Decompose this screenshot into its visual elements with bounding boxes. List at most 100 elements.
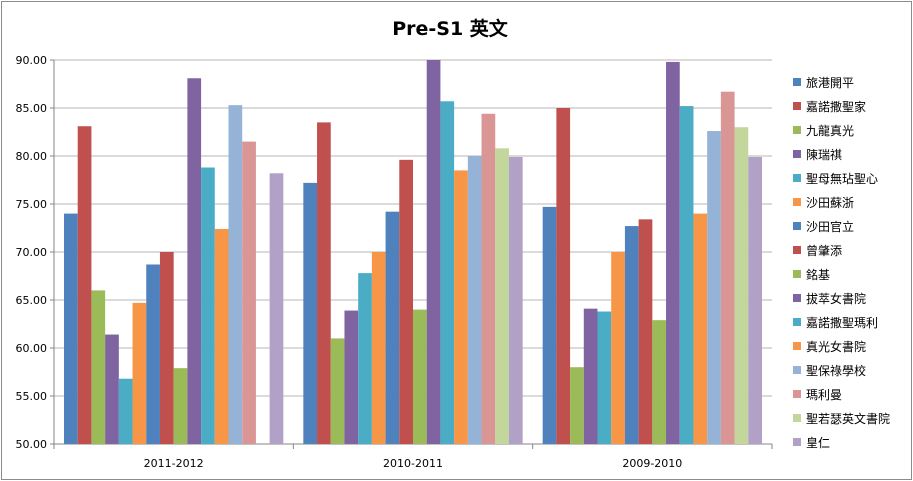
legend-item: 嘉諾撒聖家	[793, 94, 890, 118]
bar-11-3	[679, 106, 694, 444]
bar-6-2	[371, 252, 386, 444]
legend-label: 皇仁	[806, 435, 831, 450]
bar-2-1	[77, 126, 92, 445]
legend-label: 旅港開平	[806, 75, 855, 90]
legend-swatch	[793, 246, 801, 254]
bar-12-3	[693, 213, 708, 444]
bar-16-3	[748, 156, 762, 444]
bar-8-3	[638, 219, 653, 444]
legend-item: 沙田蘇浙	[793, 190, 890, 214]
legend-item: 聖若瑟英文書院	[793, 406, 890, 430]
bar-7-1	[146, 264, 160, 444]
y-tick-label: 60.00	[16, 342, 48, 355]
legend-label: 陳瑞祺	[806, 147, 843, 162]
legend-swatch	[793, 198, 801, 206]
bar-14-2	[481, 113, 496, 444]
bar-6-3	[611, 252, 625, 444]
bar-7-3	[624, 226, 639, 444]
legend-label: 拔萃女書院	[806, 291, 867, 306]
legend-swatch	[793, 342, 801, 350]
bar-14-1	[242, 141, 256, 444]
y-tick-label: 90.00	[16, 54, 48, 67]
bar-11-2	[440, 101, 455, 444]
legend-swatch	[793, 78, 801, 86]
bar-4-3	[583, 308, 598, 444]
bar-16-2	[508, 156, 523, 444]
legend-label: 九龍真光	[806, 123, 855, 138]
y-tick-label: 80.00	[16, 150, 48, 163]
legend-swatch	[793, 150, 801, 158]
legend-item: 真光女書院	[793, 334, 890, 358]
bar-1-1	[64, 213, 78, 444]
bar-1-3	[542, 206, 557, 444]
bar-14-3	[720, 91, 735, 445]
legend-label: 曾肇添	[806, 243, 843, 258]
legend-item: 瑪利曼	[793, 382, 890, 406]
legend-swatch	[793, 366, 801, 374]
x-tick-label: 2009-2010	[622, 457, 682, 470]
legend-swatch	[793, 174, 801, 182]
bar-5-2	[358, 273, 372, 444]
y-tick-label: 65.00	[16, 294, 48, 307]
bar-4-2	[344, 310, 359, 444]
bar-3-2	[330, 338, 345, 444]
legend-item: 嘉諾撒聖瑪利	[793, 310, 890, 334]
y-tick-label: 85.00	[16, 102, 48, 115]
chart-title: Pre-S1 英文	[392, 18, 508, 40]
bar-15-2	[495, 148, 509, 444]
x-tick-label: 2010-2011	[383, 457, 443, 470]
chart-legend: 旅港開平嘉諾撒聖家九龍真光陳瑞祺聖母無玷聖心 沙田蘇浙沙田官立曾肇添銘基拔萃女書院…	[793, 70, 890, 454]
bar-13-2	[467, 156, 482, 444]
legend-item: 皇仁	[793, 430, 890, 454]
bar-8-2	[399, 159, 413, 444]
bar-9-1	[173, 368, 188, 444]
legend-label: 瑪利曼	[806, 387, 843, 402]
bar-10-3	[666, 61, 680, 445]
x-tick-label: 2011-2012	[144, 457, 204, 470]
legend-item: 銘基	[793, 262, 890, 286]
legend-swatch	[793, 294, 801, 302]
legend-item: 曾肇添	[793, 238, 890, 262]
legend-swatch	[793, 102, 801, 110]
bar-8-1	[159, 252, 174, 444]
bar-12-2	[454, 170, 468, 444]
bar-15-3	[734, 127, 749, 444]
bar-9-3	[652, 320, 667, 444]
legend-item: 聖保祿學校	[793, 358, 890, 382]
bar-10-2	[426, 60, 441, 444]
bar-13-1	[228, 105, 243, 445]
bar-11-1	[201, 167, 215, 444]
y-tick-label: 70.00	[16, 246, 48, 259]
legend-item: 聖母無玷聖心	[793, 166, 890, 190]
legend-item: 沙田官立	[793, 214, 890, 238]
legend-swatch	[793, 126, 801, 134]
legend-swatch	[793, 390, 801, 398]
bar-6-1	[132, 302, 147, 444]
legend-label: 真光女書院	[806, 339, 867, 354]
y-tick-label: 75.00	[16, 198, 48, 211]
legend-item: 旅港開平	[793, 70, 890, 94]
bar-16-1	[269, 173, 284, 444]
legend-label: 沙田官立	[806, 219, 855, 234]
legend-swatch	[793, 222, 801, 230]
bar-5-3	[597, 311, 612, 444]
y-tick-label: 50.00	[16, 438, 48, 451]
legend-label: 嘉諾撒聖瑪利	[806, 315, 879, 330]
legend-swatch	[793, 270, 801, 278]
legend-label: 聖母無玷聖心	[806, 171, 879, 186]
legend-swatch	[793, 414, 801, 422]
legend-label: 銘基	[806, 267, 831, 282]
bar-1-2	[303, 182, 318, 444]
bar-10-1	[187, 78, 202, 445]
bar-4-1	[105, 334, 119, 444]
bar-2-2	[317, 122, 331, 445]
bar-12-1	[214, 228, 229, 444]
legend-label: 聖若瑟英文書院	[806, 411, 891, 426]
bar-3-1	[91, 290, 106, 444]
legend-label: 沙田蘇浙	[806, 195, 855, 210]
legend-label: 聖保祿學校	[806, 363, 867, 378]
legend-swatch	[793, 318, 801, 326]
legend-item: 拔萃女書院	[793, 286, 890, 310]
legend-item: 陳瑞祺	[793, 142, 890, 166]
